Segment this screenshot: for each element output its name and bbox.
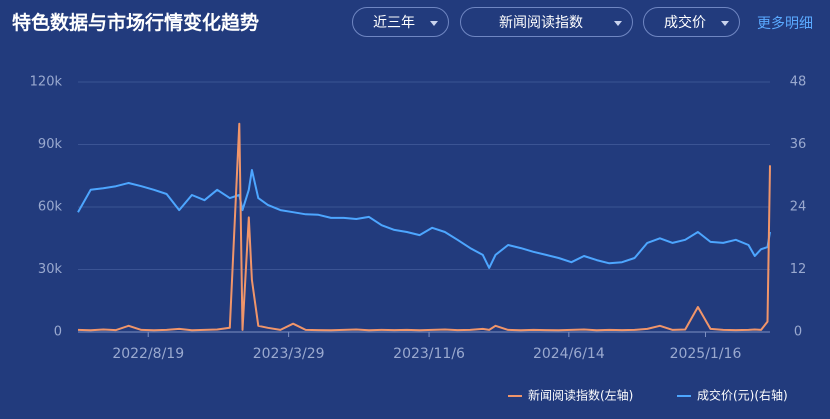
x-tick-label: 2023/3/29	[253, 346, 325, 362]
y-tick-label: 60k	[38, 200, 63, 215]
metric-select[interactable]: 新闻阅读指数	[460, 7, 633, 37]
y2-tick-label: 24	[790, 200, 807, 215]
metric-label: 新闻阅读指数	[499, 15, 583, 31]
x-tick-label: 2023/11/6	[393, 346, 465, 362]
x-tick-label: 2025/1/16	[670, 346, 742, 362]
price-label: 成交价	[664, 15, 706, 31]
legend-label: 成交价(元)(右轴)	[697, 388, 788, 403]
y2-tick-label: 48	[790, 75, 807, 90]
y-tick-label: 90k	[38, 137, 63, 152]
period-label: 近三年	[373, 15, 415, 31]
period-select[interactable]: 近三年	[352, 7, 449, 37]
series-line	[77, 122, 771, 332]
legend-label: 新闻阅读指数(左轴)	[528, 388, 633, 403]
more-link[interactable]: 更多明细	[757, 16, 813, 32]
x-tick-label: 2024/6/14	[533, 346, 605, 362]
y2-tick-label: 0	[794, 325, 802, 340]
x-tick-label: 2022/8/19	[112, 346, 184, 362]
series-line	[77, 169, 771, 269]
page-title: 特色数据与市场行情变化趋势	[12, 12, 260, 34]
y2-tick-label: 36	[790, 137, 807, 152]
y-tick-label: 0	[54, 325, 62, 340]
y-tick-label: 30k	[38, 262, 63, 277]
price-select[interactable]: 成交价	[643, 7, 740, 37]
y-tick-label: 120k	[30, 75, 63, 90]
y2-tick-label: 12	[790, 262, 807, 277]
